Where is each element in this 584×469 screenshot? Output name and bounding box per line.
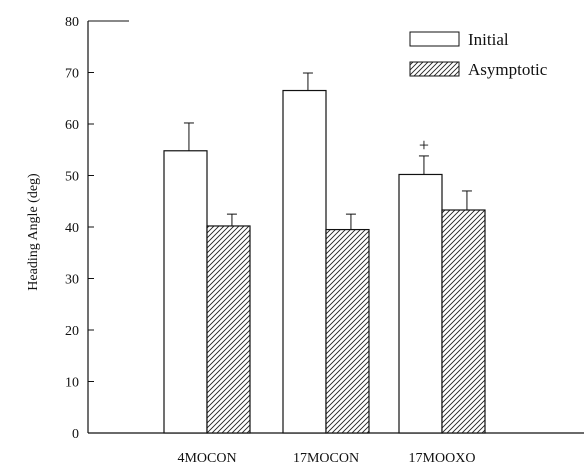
y-tick-label: 30: [65, 273, 79, 288]
bar-asymptotic-17mooxo: [441, 209, 486, 434]
bar-initial-17mocon: [282, 89, 327, 434]
axes: 0 10 20 30 40 50 60 70 80: [65, 15, 584, 442]
x-tick-label: 4MOCON: [177, 451, 236, 466]
legend-swatch-initial: [409, 31, 460, 47]
bar-asymptotic-17mocon: [325, 228, 370, 434]
y-axis-label: Heading Angle (deg): [26, 173, 41, 291]
bar-asymptotic-4mocon: [206, 225, 251, 434]
bar-initial-17mooxo: [398, 173, 443, 434]
legend-label-asymptotic: Asymptotic: [468, 60, 548, 79]
legend: Initial Asymptotic: [409, 30, 548, 79]
bar-initial-4mocon: [163, 150, 208, 434]
annotation-plus: +: [419, 135, 429, 155]
y-tick-label: 60: [65, 118, 79, 133]
y-tick-label: 80: [65, 15, 79, 30]
bars: 4MOCON 17MOCON 17MOOXO +: [163, 72, 486, 466]
y-tick-label: 20: [65, 324, 79, 339]
x-tick-label: 17MOCON: [293, 451, 359, 466]
y-tick-label: 50: [65, 170, 79, 185]
y-tick-label: 10: [65, 376, 79, 391]
legend-label-initial: Initial: [468, 30, 509, 49]
y-tick-label: 70: [65, 67, 79, 82]
y-tick-label: 0: [72, 427, 79, 442]
x-tick-label: 17MOOXO: [409, 451, 476, 466]
y-tick-label: 40: [65, 221, 79, 236]
legend-swatch-asymptotic: [409, 61, 460, 77]
